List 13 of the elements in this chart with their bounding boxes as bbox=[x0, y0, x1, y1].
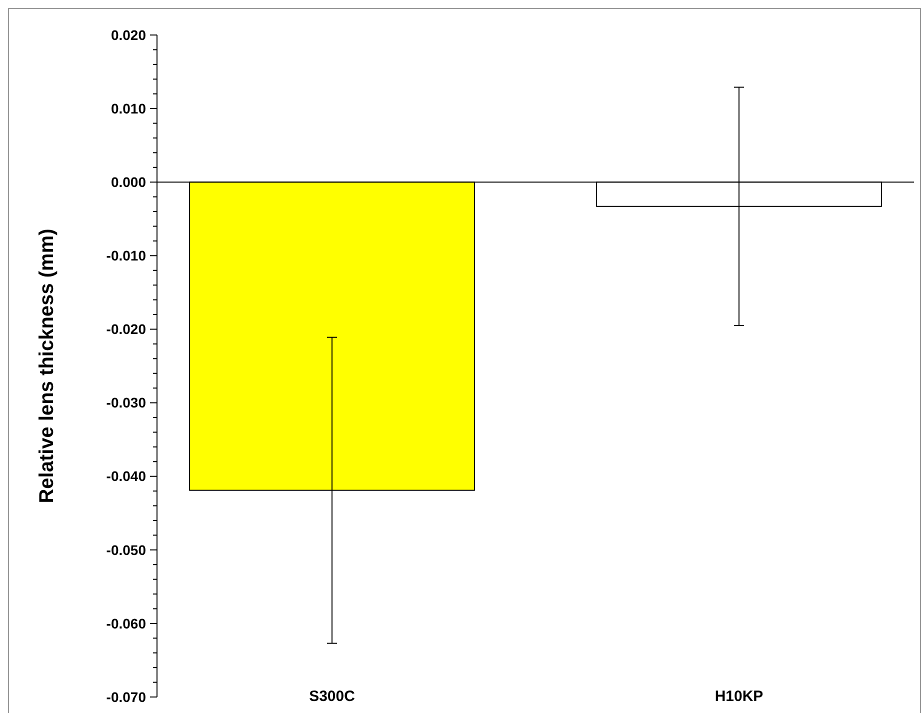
y-tick-label: -0.030 bbox=[106, 394, 146, 411]
x-tick-label: H10KP bbox=[714, 688, 764, 705]
y-axis-title: Relative lens thickness (mm) bbox=[36, 228, 58, 504]
x-tick-label: S300C bbox=[309, 688, 356, 705]
y-tick-label: 0.010 bbox=[110, 100, 146, 116]
y-tick-label: 0.020 bbox=[110, 26, 146, 43]
y-tick-label: 0.000 bbox=[110, 174, 146, 190]
y-tick-label: -0.020 bbox=[106, 321, 146, 338]
y-tick-label: -0.010 bbox=[106, 248, 146, 264]
y-tick-label: -0.040 bbox=[106, 468, 146, 484]
y-tick-label: -0.050 bbox=[106, 542, 146, 558]
y-tick-label: -0.070 bbox=[106, 688, 146, 705]
y-tick-label: -0.060 bbox=[106, 615, 146, 632]
